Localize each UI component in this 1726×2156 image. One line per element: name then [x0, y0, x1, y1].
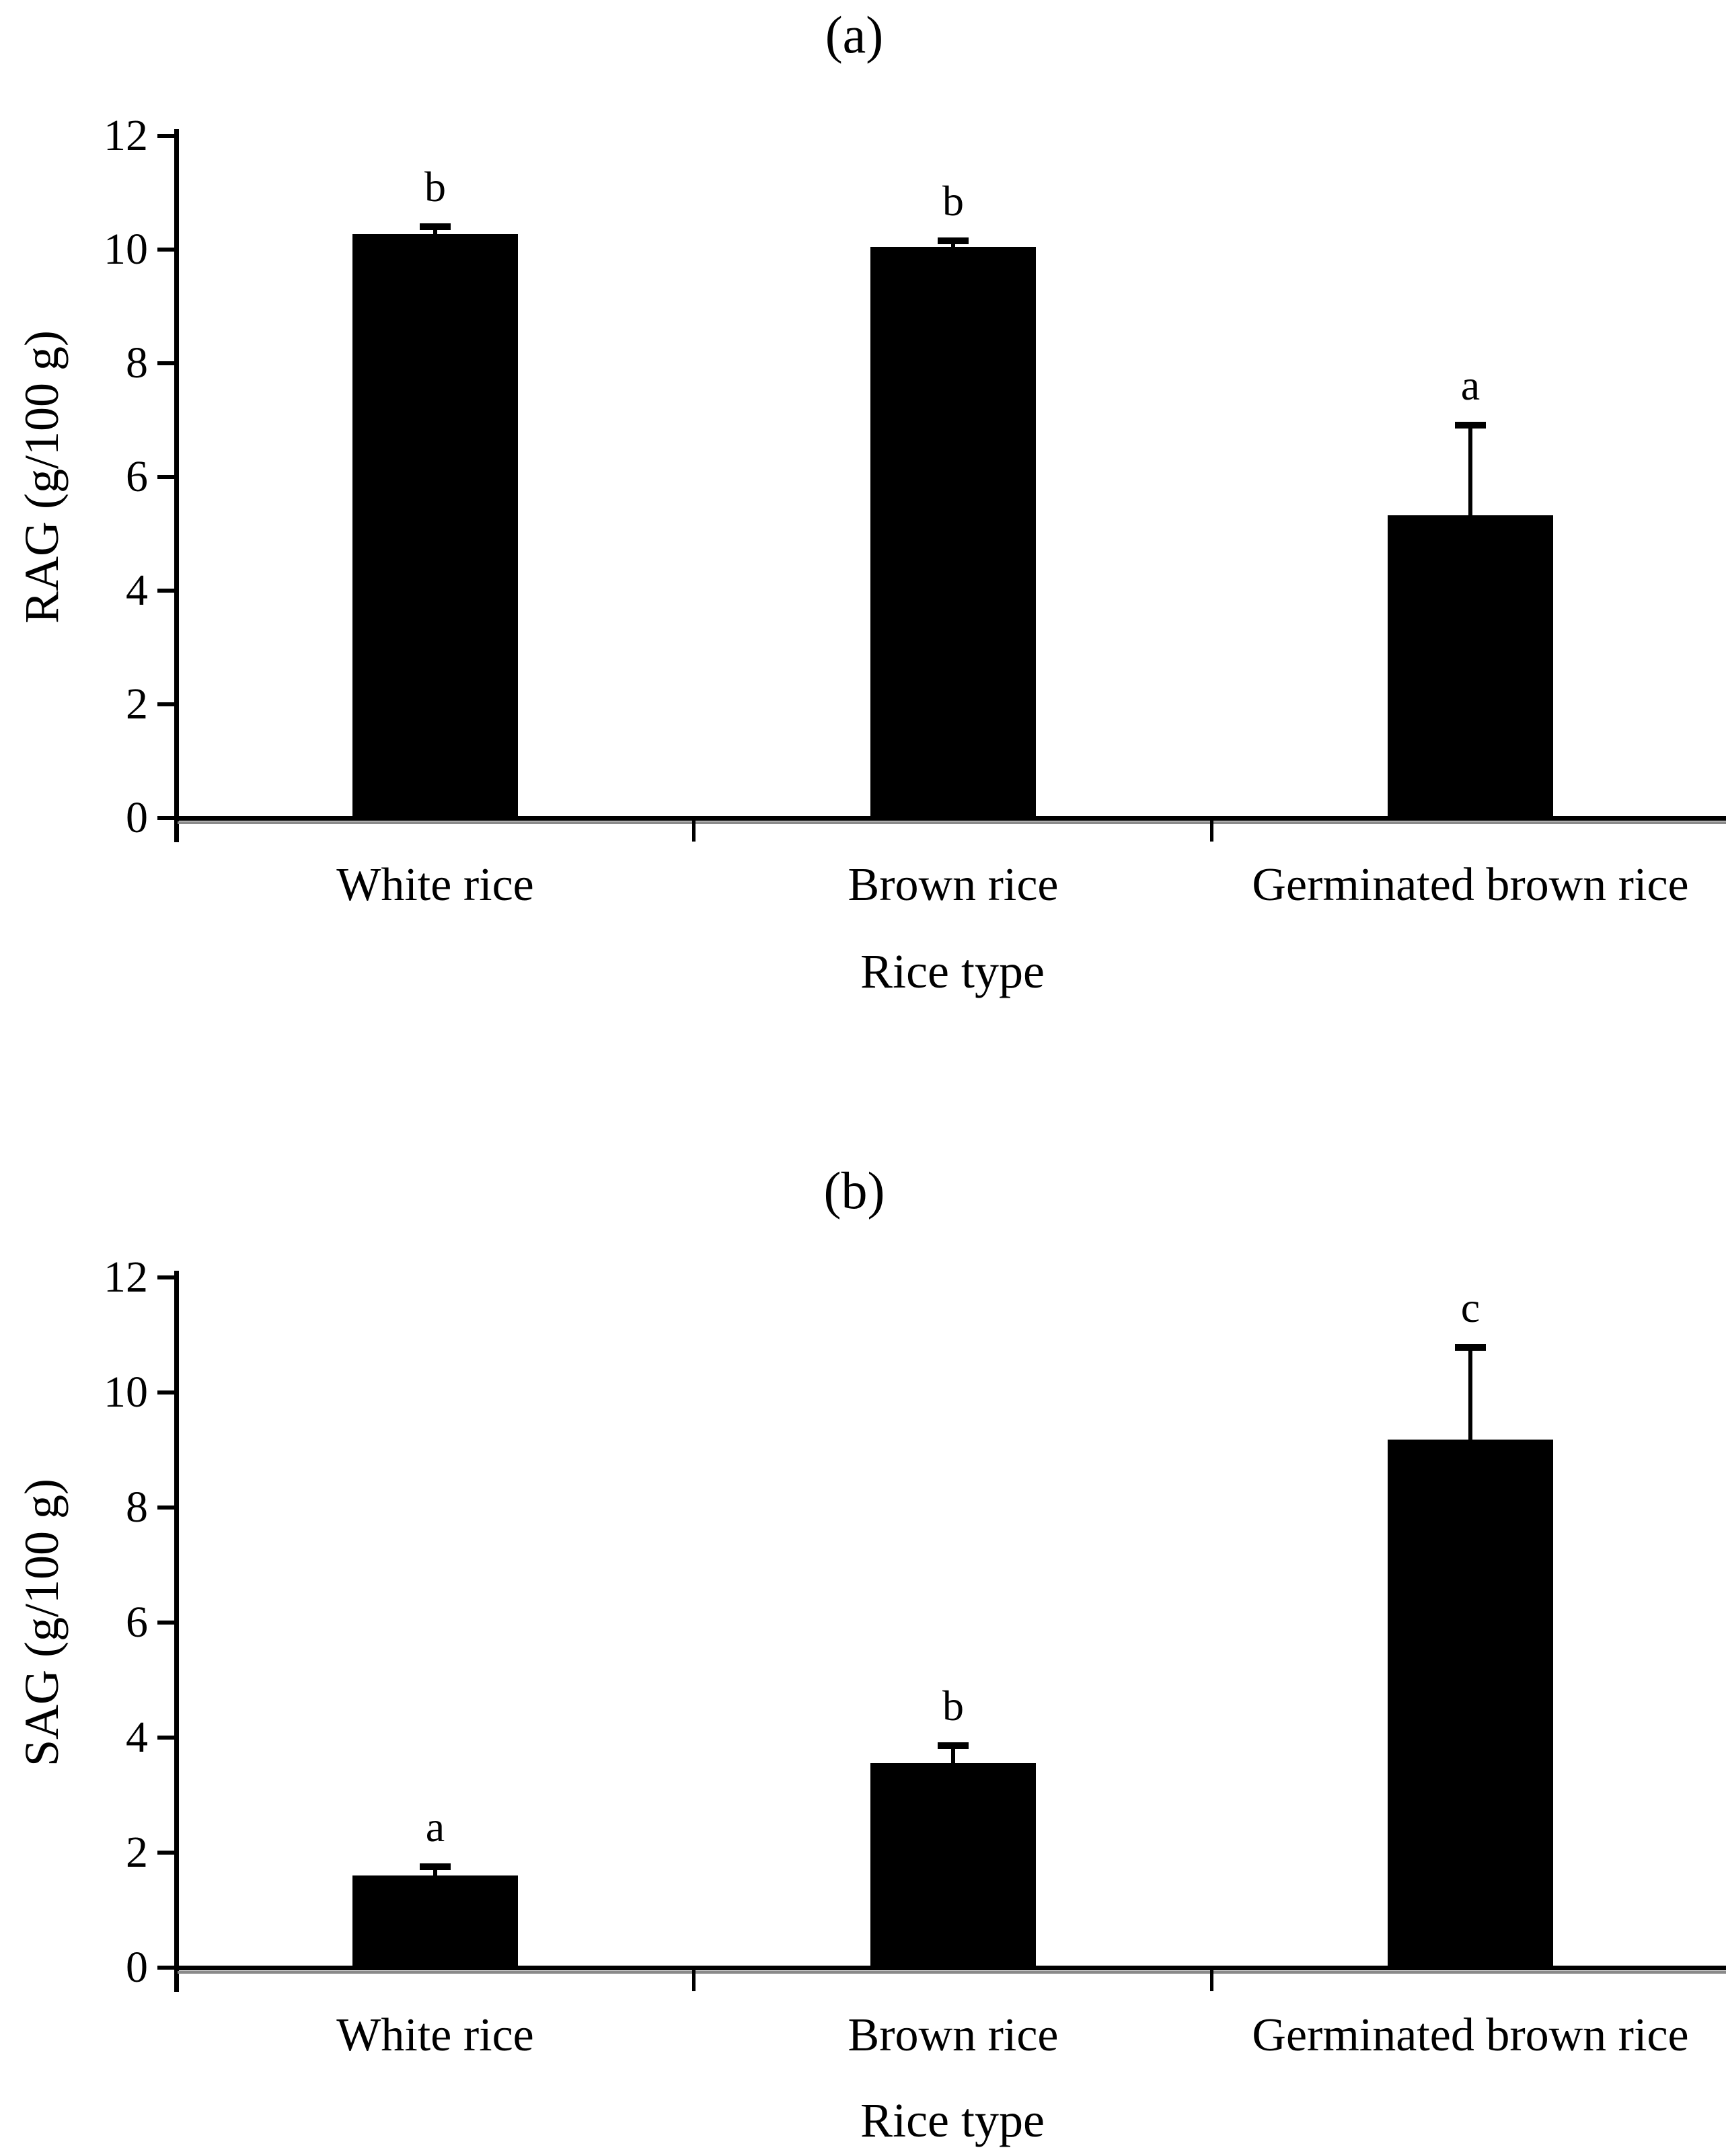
- y-tick-label: 12: [104, 111, 148, 160]
- x-axis-line: [174, 816, 1726, 821]
- error-bar-stem: [433, 227, 437, 235]
- y-axis-line: [174, 129, 179, 842]
- y-tick: [157, 816, 176, 820]
- error-bar-cap: [1455, 422, 1486, 429]
- panel-label: (b): [823, 1161, 885, 1220]
- bar: [352, 234, 518, 818]
- y-tick: [157, 361, 176, 365]
- category-label: Germinated brown rice: [1252, 2009, 1689, 2061]
- x-axis-shadow: [174, 821, 1726, 824]
- error-bar-cap: [1455, 1344, 1486, 1351]
- y-tick-label: 8: [126, 338, 148, 387]
- y-tick-label: 0: [126, 793, 148, 842]
- bar: [870, 246, 1036, 818]
- x-axis-shadow: [174, 1971, 1726, 1974]
- y-tick: [157, 1506, 176, 1510]
- error-bar-cap: [938, 237, 969, 245]
- error-bar-stem: [433, 1866, 437, 1876]
- error-bar-stem: [951, 1745, 955, 1763]
- category-label: Germinated brown rice: [1252, 859, 1689, 911]
- significance-letter: b: [942, 177, 964, 225]
- x-tick: [692, 820, 696, 842]
- panel-label: (a): [825, 5, 884, 64]
- error-bar-stem: [1468, 425, 1472, 515]
- category-label: Brown rice: [848, 2009, 1059, 2061]
- bar: [352, 1875, 518, 1968]
- y-tick: [157, 1390, 176, 1395]
- error-bar-stem: [1468, 1347, 1472, 1440]
- y-tick: [157, 1275, 176, 1279]
- error-bar-cap: [420, 223, 451, 231]
- y-tick: [157, 134, 176, 138]
- significance-letter: a: [1460, 361, 1480, 410]
- axis-title-x: Rice type: [860, 2093, 1045, 2147]
- category-label: White rice: [336, 2009, 534, 2061]
- y-tick-label: 8: [126, 1483, 148, 1532]
- significance-letter: a: [425, 1802, 445, 1851]
- bar: [1388, 1440, 1553, 1968]
- y-tick: [157, 589, 176, 593]
- y-tick-label: 6: [126, 452, 148, 501]
- error-bar-cap: [938, 1742, 969, 1749]
- significance-letter: b: [424, 163, 446, 211]
- x-tick: [174, 1970, 178, 1991]
- y-axis-line: [174, 1271, 179, 1992]
- x-tick: [1210, 1970, 1213, 1991]
- bar: [1388, 515, 1553, 818]
- y-tick-label: 2: [126, 679, 148, 729]
- category-label: Brown rice: [848, 859, 1059, 911]
- x-tick: [692, 1970, 696, 1991]
- category-label: White rice: [336, 859, 534, 911]
- y-tick: [157, 475, 176, 479]
- x-tick: [1210, 820, 1213, 842]
- bar: [870, 1762, 1036, 1968]
- y-tick-label: 2: [126, 1828, 148, 1877]
- y-tick: [157, 1851, 176, 1855]
- axis-title-x: Rice type: [860, 944, 1045, 998]
- x-axis-line: [174, 1966, 1726, 1970]
- y-tick-label: 0: [126, 1943, 148, 1992]
- y-tick-label: 6: [126, 1598, 148, 1647]
- y-tick: [157, 1966, 176, 1970]
- significance-letter: c: [1460, 1284, 1480, 1332]
- y-tick: [157, 248, 176, 252]
- axis-title-y: SAG (g/100 g): [14, 1479, 69, 1767]
- x-tick: [174, 820, 178, 842]
- error-bar-cap: [420, 1863, 451, 1870]
- y-tick: [157, 702, 176, 706]
- significance-letter: b: [942, 1681, 964, 1730]
- y-tick-label: 10: [104, 1368, 148, 1417]
- y-tick-label: 12: [104, 1253, 148, 1302]
- axis-title-y: RAG (g/100 g): [14, 330, 69, 624]
- y-tick-label: 10: [104, 225, 148, 274]
- y-tick-label: 4: [126, 566, 148, 615]
- y-tick-label: 4: [126, 1713, 148, 1762]
- y-tick: [157, 1621, 176, 1625]
- y-tick: [157, 1736, 176, 1740]
